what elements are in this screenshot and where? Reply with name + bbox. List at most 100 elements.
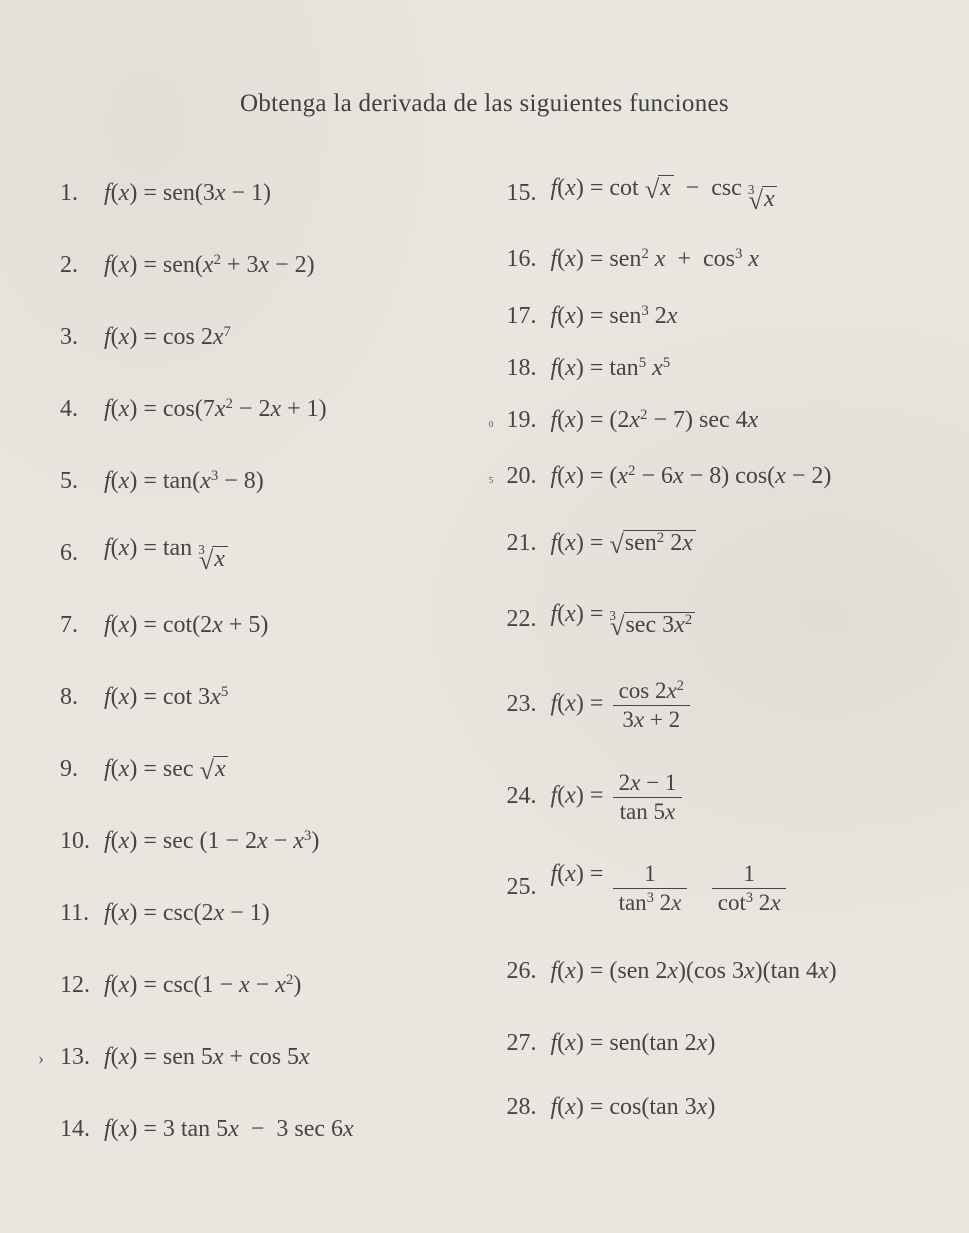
problem-item: 22. f(x) = 3√sec 3x2 bbox=[507, 582, 910, 658]
problem-number: 2. bbox=[60, 252, 104, 280]
problem-item: 18. f(x) = tan5 x5 bbox=[507, 344, 910, 394]
problem-item: › 13. f(x) = sen 5x + cos 5x bbox=[60, 1022, 463, 1094]
problem-expression: f(x) = √sen2 2x bbox=[551, 530, 910, 558]
problem-number: 11. bbox=[60, 900, 104, 928]
problem-item: 17. f(x) = sen3 2x bbox=[507, 290, 910, 344]
problem-expression: f(x) = sen 5x + cos 5x bbox=[104, 1044, 463, 1072]
problem-expression: f(x) = (x2 − 6x − 8) cos(x − 2) bbox=[551, 463, 910, 491]
problem-expression: f(x) = cos(7x2 − 2x + 1) bbox=[104, 396, 463, 424]
problem-number: 18. bbox=[507, 355, 551, 383]
problem-number: 17. bbox=[507, 303, 551, 331]
problem-expression: f(x) = sen(x2 + 3x − 2) bbox=[104, 252, 463, 280]
problem-expression: f(x) = sen2 x + cos3 x bbox=[551, 246, 910, 274]
fraction-denominator: tan3 2x bbox=[613, 888, 687, 916]
problem-number: 19. bbox=[507, 407, 551, 435]
problem-expression: f(x) = tan(x3 − 8) bbox=[104, 468, 463, 496]
problem-expression: f(x) = cos(tan 3x) bbox=[551, 1094, 910, 1122]
problem-number: 28. bbox=[507, 1094, 551, 1122]
problem-number: 23. bbox=[507, 691, 551, 719]
problem-number: 12. bbox=[60, 972, 104, 1000]
page-title: Obtenga la derivada de las siguientes fu… bbox=[60, 90, 909, 118]
problem-number: 10. bbox=[60, 828, 104, 856]
problem-number: 7. bbox=[60, 612, 104, 640]
problem-item: ₀ 19. f(x) = (2x2 − 7) sec 4x bbox=[507, 394, 910, 448]
problem-number: 22. bbox=[507, 606, 551, 634]
problem-item: 14. f(x) = 3 tan 5x − 3 sec 6x bbox=[60, 1094, 463, 1166]
problem-number: 26. bbox=[507, 958, 551, 986]
problem-number: 1. bbox=[60, 180, 104, 208]
problem-expression: f(x) = 3√sec 3x2 bbox=[551, 601, 910, 638]
problem-expression: f(x) = 2x − 1tan 5x bbox=[551, 770, 910, 824]
problem-item: 2. f(x) = sen(x2 + 3x − 2) bbox=[60, 230, 463, 302]
problem-expression: f(x) = sen3 2x bbox=[551, 303, 910, 331]
problem-number: 5. bbox=[60, 468, 104, 496]
problem-expression: f(x) = tan5 x5 bbox=[551, 355, 910, 383]
problem-item: 23. f(x) = cos 2x23x + 2 bbox=[507, 658, 910, 752]
fraction-denominator: tan 5x bbox=[613, 797, 682, 825]
problem-expression: f(x) = cot(2x + 5) bbox=[104, 612, 463, 640]
problem-item: 4. f(x) = cos(7x2 − 2x + 1) bbox=[60, 374, 463, 446]
problem-item: 10. f(x) = sec (1 − 2x − x3) bbox=[60, 806, 463, 878]
worksheet-page: Obtenga la derivada de las siguientes fu… bbox=[0, 0, 969, 1206]
problem-number: 14. bbox=[60, 1116, 104, 1144]
problem-number: 21. bbox=[507, 530, 551, 558]
problem-item: ₅ 20. f(x) = (x2 − 6x − 8) cos(x − 2) bbox=[507, 448, 910, 506]
problem-number: 15. bbox=[507, 180, 551, 208]
margin-mark: › bbox=[38, 1048, 44, 1069]
problem-item: 28. f(x) = cos(tan 3x) bbox=[507, 1078, 910, 1138]
problem-item: 5. f(x) = tan(x3 − 8) bbox=[60, 446, 463, 518]
problem-expression: f(x) = sen(tan 2x) bbox=[551, 1030, 910, 1058]
problem-item: 24. f(x) = 2x − 1tan 5x bbox=[507, 752, 910, 842]
problem-expression: f(x) = 1tan3 2x 1cot3 2x bbox=[551, 861, 910, 915]
problem-item: 21. f(x) = √sen2 2x bbox=[507, 506, 910, 582]
problem-number: 27. bbox=[507, 1030, 551, 1058]
problem-item: 25. f(x) = 1tan3 2x 1cot3 2x bbox=[507, 842, 910, 934]
problem-number: 24. bbox=[507, 783, 551, 811]
left-column: 1. f(x) = sen(3x − 1) 2. f(x) = sen(x2 +… bbox=[60, 158, 463, 1166]
problem-item: 11. f(x) = csc(2x − 1) bbox=[60, 878, 463, 950]
problem-expression: f(x) = 3 tan 5x − 3 sec 6x bbox=[104, 1116, 463, 1144]
problem-expression: f(x) = cot 3x5 bbox=[104, 684, 463, 712]
problem-expression: f(x) = cot √x − csc 3√x bbox=[551, 175, 910, 212]
problem-expression: f(x) = cos 2x7 bbox=[104, 324, 463, 352]
fraction-numerator: cos 2x2 bbox=[613, 678, 690, 705]
problem-item: 12. f(x) = csc(1 − x − x2) bbox=[60, 950, 463, 1022]
problem-item: 8. f(x) = cot 3x5 bbox=[60, 662, 463, 734]
problem-number: 20. bbox=[507, 463, 551, 491]
problem-number: 13. bbox=[60, 1044, 104, 1072]
problem-number: 8. bbox=[60, 684, 104, 712]
fraction-numerator: 2x − 1 bbox=[613, 770, 682, 797]
problem-number: 6. bbox=[60, 540, 104, 568]
problem-item: 7. f(x) = cot(2x + 5) bbox=[60, 590, 463, 662]
problem-expression: f(x) = (sen 2x)(cos 3x)(tan 4x) bbox=[551, 958, 910, 986]
fraction-numerator: 1 bbox=[712, 861, 786, 888]
problem-item: 15. f(x) = cot √x − csc 3√x bbox=[507, 158, 910, 230]
problem-item: 26. f(x) = (sen 2x)(cos 3x)(tan 4x) bbox=[507, 934, 910, 1010]
problem-item: 27. f(x) = sen(tan 2x) bbox=[507, 1010, 910, 1078]
problem-number: 25. bbox=[507, 874, 551, 902]
problem-number: 4. bbox=[60, 396, 104, 424]
problem-item: 16. f(x) = sen2 x + cos3 x bbox=[507, 230, 910, 290]
problem-expression: f(x) = cos 2x23x + 2 bbox=[551, 678, 910, 732]
problem-item: 6. f(x) = tan 3√x bbox=[60, 518, 463, 590]
problem-columns: 1. f(x) = sen(3x − 1) 2. f(x) = sen(x2 +… bbox=[60, 158, 909, 1166]
fraction-denominator: cot3 2x bbox=[712, 888, 786, 916]
problem-expression: f(x) = sen(3x − 1) bbox=[104, 180, 463, 208]
fraction-denominator: 3x + 2 bbox=[613, 705, 690, 733]
problem-number: 3. bbox=[60, 324, 104, 352]
problem-number: 9. bbox=[60, 756, 104, 784]
problem-expression: f(x) = tan 3√x bbox=[104, 535, 463, 572]
problem-number: 16. bbox=[507, 246, 551, 274]
margin-mark: ₀ bbox=[489, 412, 494, 429]
problem-item: 1. f(x) = sen(3x − 1) bbox=[60, 158, 463, 230]
right-column: 15. f(x) = cot √x − csc 3√x 16. f(x) = s… bbox=[507, 158, 910, 1166]
problem-expression: f(x) = sec (1 − 2x − x3) bbox=[104, 828, 463, 856]
fraction-numerator: 1 bbox=[613, 861, 687, 888]
margin-mark: ₅ bbox=[489, 468, 494, 485]
problem-item: 9. f(x) = sec √x bbox=[60, 734, 463, 806]
problem-expression: f(x) = (2x2 − 7) sec 4x bbox=[551, 407, 910, 435]
problem-expression: f(x) = sec √x bbox=[104, 756, 463, 784]
problem-expression: f(x) = csc(1 − x − x2) bbox=[104, 972, 463, 1000]
problem-expression: f(x) = csc(2x − 1) bbox=[104, 900, 463, 928]
problem-item: 3. f(x) = cos 2x7 bbox=[60, 302, 463, 374]
